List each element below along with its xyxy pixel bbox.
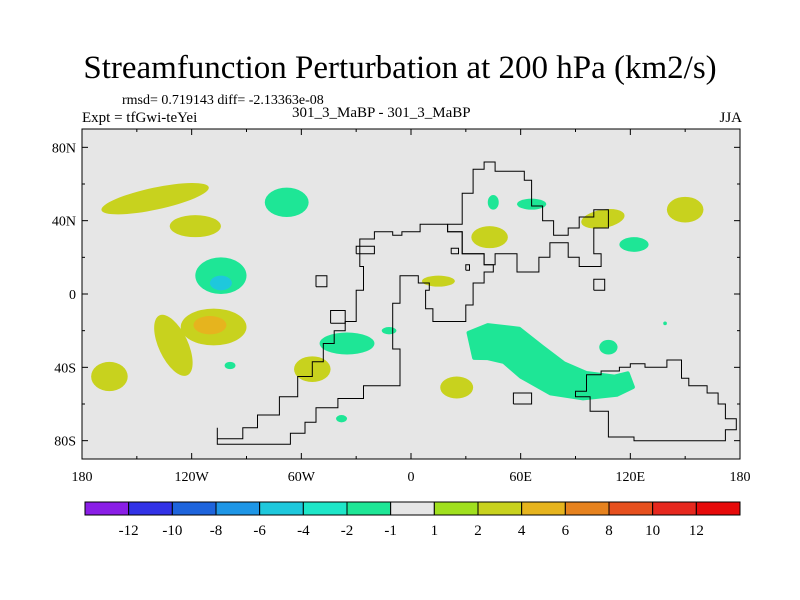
x-tick-label-2: 60W bbox=[288, 470, 316, 485]
y-tick-label-1: 40N bbox=[52, 215, 76, 230]
x-tick-label-1: 120W bbox=[175, 470, 210, 485]
anomaly-regions bbox=[91, 182, 704, 423]
colorbar-swatch-13 bbox=[652, 501, 697, 516]
anomaly-region-2 bbox=[195, 257, 247, 294]
anomaly-region-15 bbox=[440, 376, 474, 399]
y-tick-label-0: 80N bbox=[52, 141, 76, 156]
anomaly-region-8 bbox=[224, 361, 236, 370]
colorbar-label-6: -1 bbox=[384, 523, 397, 539]
anomaly-region-21 bbox=[666, 196, 704, 223]
anomaly-region-17 bbox=[471, 226, 508, 249]
anomaly-region-13 bbox=[381, 327, 397, 335]
y-tick-label-3: 40S bbox=[54, 361, 76, 376]
colorbar-swatch-2 bbox=[171, 501, 217, 516]
colorbar-label-3: -6 bbox=[253, 523, 266, 539]
anomaly-region-23 bbox=[663, 321, 667, 326]
colorbar-swatch-7 bbox=[390, 501, 435, 516]
anomaly-region-9 bbox=[264, 187, 309, 217]
colorbar-swatch-14 bbox=[695, 501, 741, 516]
anomaly-region-1 bbox=[169, 215, 221, 238]
season-label: JJA bbox=[719, 110, 742, 126]
continent-outlines bbox=[216, 161, 737, 445]
case-comparison-label: 301_3_MaBP - 301_3_MaBP bbox=[292, 105, 471, 121]
anomaly-region-6 bbox=[154, 314, 193, 376]
colorbar-swatch-9 bbox=[477, 501, 523, 516]
colorbar-swatch-11 bbox=[564, 501, 610, 516]
colorbar-swatch-12 bbox=[608, 501, 654, 516]
island-outline-0 bbox=[330, 310, 346, 324]
anomaly-region-5 bbox=[193, 316, 227, 335]
x-tick-label-4: 60E bbox=[509, 470, 532, 485]
colorbar-label-8: 2 bbox=[474, 523, 482, 539]
x-tick-label-6: 180 bbox=[730, 470, 751, 485]
colorbar-label-7: 1 bbox=[431, 523, 439, 539]
x-tick-label-0: 180 bbox=[72, 470, 93, 485]
island-outline-2 bbox=[315, 275, 328, 288]
experiment-label: Expt = tfGwi-teYei bbox=[82, 110, 198, 126]
colorbar-label-13: 12 bbox=[689, 523, 704, 539]
plot-background bbox=[82, 129, 740, 459]
island-outline-1 bbox=[355, 245, 375, 255]
island-outline-4 bbox=[512, 392, 533, 405]
colorbar-swatch-0 bbox=[84, 501, 130, 516]
colorbar: -12 -10 -8 -6 -4 -2 -1 1 2 4 6 8 10 12 bbox=[84, 501, 741, 539]
colorbar-label-1: -10 bbox=[162, 523, 182, 539]
island-outline-5 bbox=[450, 247, 459, 255]
colorbar-swatch-3 bbox=[215, 501, 261, 516]
colorbar-swatch-6 bbox=[346, 501, 392, 516]
eurasia-outline bbox=[447, 161, 609, 273]
anomaly-region-14 bbox=[421, 275, 455, 287]
axis-ticks: 180 120W 60W 0 60E 120E 180 80N 40N 0 40S 80S bbox=[52, 129, 751, 485]
anomaly-region-0 bbox=[101, 182, 209, 215]
anomaly-region-11 bbox=[319, 332, 375, 355]
anomaly-region-20 bbox=[619, 237, 649, 252]
colorbar-swatch-5 bbox=[302, 501, 348, 516]
colorbar-label-5: -2 bbox=[341, 523, 354, 539]
colorbar-label-0: -12 bbox=[119, 523, 139, 539]
anomaly-region-3 bbox=[209, 275, 232, 291]
y-tick-label-2: 0 bbox=[69, 288, 76, 303]
anomaly-region-19 bbox=[581, 209, 625, 229]
colorbar-swatch-1 bbox=[128, 501, 173, 516]
anomaly-region-16 bbox=[487, 195, 499, 210]
y-tick-label-4: 80S bbox=[54, 435, 76, 450]
chart-title: Streamfunction Perturbation at 200 hPa (… bbox=[83, 50, 717, 86]
island-outline-6 bbox=[465, 264, 470, 271]
colorbar-swatch-4 bbox=[259, 501, 304, 516]
colorbar-label-12: 10 bbox=[645, 523, 660, 539]
colorbar-swatch-10 bbox=[521, 501, 566, 516]
colorbar-label-2: -8 bbox=[210, 523, 223, 539]
colorbar-label-4: -4 bbox=[297, 523, 310, 539]
colorbar-label-11: 8 bbox=[605, 523, 613, 539]
anomaly-region-12 bbox=[336, 415, 348, 423]
island-outline-3 bbox=[593, 278, 606, 291]
rmsd-diff-stats: rmsd= 0.719143 diff= -2.13363e-08 bbox=[122, 93, 324, 108]
colorbar-label-10: 6 bbox=[562, 523, 570, 539]
x-tick-label-5: 120E bbox=[616, 470, 646, 485]
anomaly-region-7 bbox=[91, 361, 128, 392]
colorbar-label-9: 4 bbox=[518, 523, 526, 539]
anomaly-streak bbox=[466, 323, 635, 401]
colorbar-swatch-8 bbox=[433, 501, 479, 516]
australia-antarctica-outline bbox=[575, 359, 737, 442]
x-tick-label-3: 0 bbox=[408, 470, 415, 485]
anomaly-region-22 bbox=[599, 339, 618, 355]
